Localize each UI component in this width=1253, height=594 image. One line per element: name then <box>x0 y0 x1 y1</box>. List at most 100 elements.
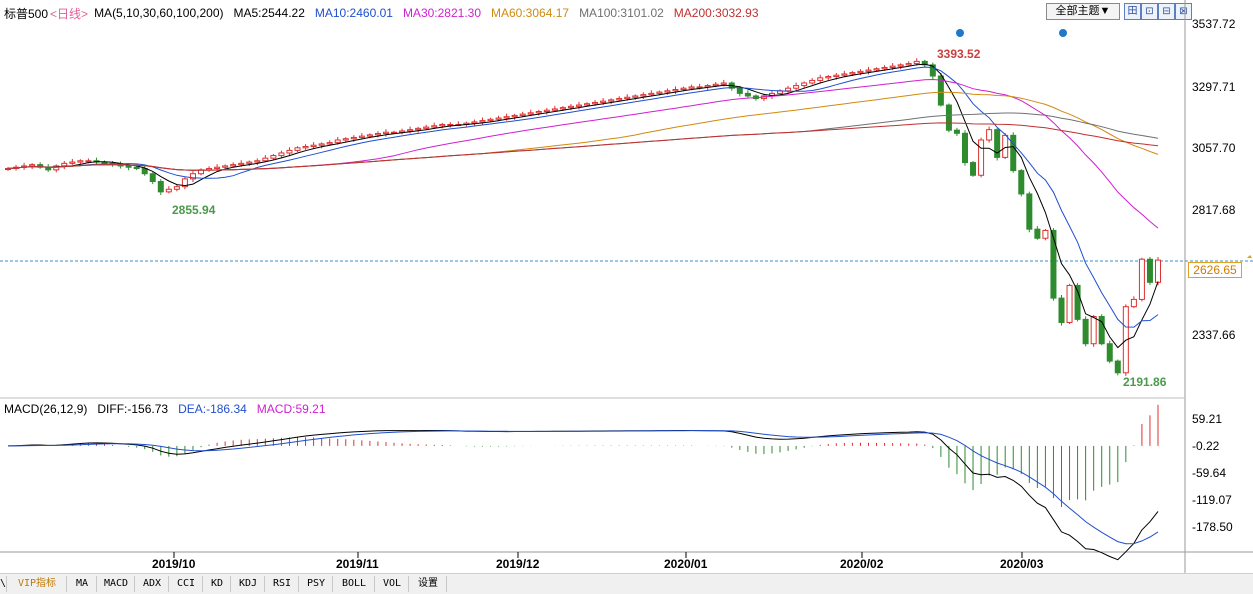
tab-cci[interactable]: CCI <box>170 576 203 592</box>
candle-body <box>1146 258 1153 283</box>
candle-body <box>149 173 156 182</box>
candle-body <box>986 129 993 141</box>
candle-body <box>157 180 164 193</box>
price-chart[interactable]: 3537.72 3297.71 3057.70 2817.68 2337.66 … <box>0 0 1253 573</box>
ma60-value: MA60:3064.17 <box>491 6 570 20</box>
candle-body <box>527 112 534 115</box>
candle-body <box>495 117 502 120</box>
candle-body <box>1042 229 1049 239</box>
candle-body <box>1138 258 1145 300</box>
candle-body <box>736 87 743 94</box>
candle-body <box>1002 134 1009 158</box>
candle-body <box>431 125 438 128</box>
candle-body <box>125 165 132 168</box>
candle-body <box>704 85 711 88</box>
candle-body <box>399 130 406 133</box>
candle-body <box>543 109 550 113</box>
candle-body <box>672 88 679 92</box>
candle-body <box>744 92 751 97</box>
candle-body <box>439 123 446 127</box>
candle-body <box>415 127 422 131</box>
zoom-button[interactable]: ⊡ <box>1141 3 1158 20</box>
candle-body <box>793 85 800 89</box>
tab-vol[interactable]: VOL <box>376 576 409 592</box>
left-low-annotation: 2855.94 <box>172 203 216 217</box>
low-annotation: 2191.86 <box>1123 375 1167 389</box>
macd-legend: MACD(26,12,9) DIFF:-156.73 DEA:-186.34 M… <box>4 402 336 416</box>
tab-settings[interactable]: 设置 <box>410 576 447 592</box>
candle-body <box>1018 170 1025 195</box>
tab-prev[interactable]: \ <box>0 576 7 592</box>
price-label-5: 2337.66 <box>1192 328 1236 342</box>
candle-body <box>905 63 912 66</box>
tab-psy[interactable]: PSY <box>300 576 333 592</box>
price-label-1: 3537.72 <box>1192 17 1236 31</box>
candle-body <box>945 104 952 131</box>
candle-body <box>1155 259 1161 283</box>
tab-rsi[interactable]: RSI <box>266 576 299 592</box>
candle-body <box>961 132 968 164</box>
minimize-button[interactable]: ⊟ <box>1158 3 1175 20</box>
candle-body <box>994 129 1001 158</box>
grid-layout-button[interactable]: 田 <box>1124 3 1141 20</box>
candle-body <box>913 60 920 65</box>
ma5-line <box>7 63 1159 349</box>
theme-dropdown[interactable]: 全部主题▼ <box>1046 3 1120 20</box>
tab-vip-indicators[interactable]: VIP指标 <box>8 576 67 592</box>
ma200-line <box>7 122 1159 171</box>
candle-body <box>382 131 389 135</box>
candle-body <box>238 162 245 166</box>
candle-body <box>970 162 977 176</box>
candle-body <box>535 111 542 114</box>
tab-ma[interactable]: MA <box>68 576 97 592</box>
current-price-tag: 2626.65 <box>1188 262 1242 278</box>
candle-body <box>865 69 872 72</box>
candle-body <box>632 95 639 98</box>
event-marker-1[interactable] <box>956 29 964 37</box>
period-selector[interactable]: <日线> <box>50 6 89 21</box>
candle-body <box>471 121 478 124</box>
candle-body <box>423 126 430 129</box>
candle-body <box>881 66 888 70</box>
price-axis: 3537.72 3297.71 3057.70 2817.68 2337.66 <box>1192 17 1236 342</box>
candle-body <box>785 87 792 92</box>
macd-axis: 59.21 -0.22 -59.64 -119.07 -178.50 <box>1192 412 1233 534</box>
candle-body <box>889 65 896 68</box>
candle-body <box>937 75 944 106</box>
tab-macd[interactable]: MACD <box>98 576 135 592</box>
ma5-value: MA5:2544.22 <box>233 6 305 20</box>
ma-indicator-label[interactable]: MA(5,10,30,60,100,200) <box>94 6 224 20</box>
candle-body <box>366 134 373 137</box>
candle-body <box>1130 298 1137 308</box>
candle-body <box>809 79 816 84</box>
tab-boll[interactable]: BOLL <box>334 576 375 592</box>
candle-body <box>680 87 687 90</box>
candle-body <box>1106 343 1113 362</box>
tab-kd[interactable]: KD <box>204 576 231 592</box>
candle-body <box>825 76 832 79</box>
tab-adx[interactable]: ADX <box>136 576 169 592</box>
candle-body <box>648 92 655 96</box>
high-annotation: 3393.52 <box>937 47 981 61</box>
candle-body <box>897 64 904 67</box>
event-marker-2[interactable] <box>1059 29 1067 37</box>
candle-body <box>374 133 381 136</box>
candle-body <box>407 129 414 132</box>
candle-body <box>29 164 36 167</box>
candle-body <box>841 73 848 76</box>
macd-title[interactable]: MACD(26,12,9) <box>4 402 88 416</box>
candle-body <box>575 104 582 107</box>
candle-body <box>696 86 703 89</box>
candle-body <box>584 103 591 106</box>
macd-label-1: 59.21 <box>1192 412 1222 426</box>
macd-label-2: -0.22 <box>1192 439 1220 453</box>
price-label-2: 3297.71 <box>1192 80 1236 94</box>
time-label-4: 2020/01 <box>664 557 708 571</box>
tab-kdj[interactable]: KDJ <box>232 576 265 592</box>
candle-body <box>318 143 325 146</box>
maximize-button[interactable]: ⊠ <box>1175 3 1192 20</box>
candle-body <box>391 131 398 134</box>
candle-body <box>214 166 221 170</box>
candle-body <box>953 129 960 134</box>
candle-body <box>1074 284 1081 320</box>
